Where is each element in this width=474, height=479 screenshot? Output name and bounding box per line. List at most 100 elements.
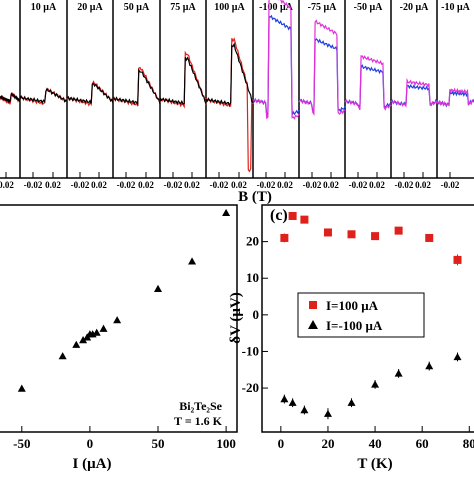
marker (154, 284, 162, 292)
x-tick-label: -0.02 (210, 180, 229, 190)
x-tick-label: -0.02 (164, 180, 183, 190)
x-tick-label: -0.02 (24, 180, 43, 190)
panel-label: 75 μA (170, 2, 196, 13)
x-tick-label: -0.02 (349, 180, 368, 190)
x-tick-label: 60 (416, 436, 429, 451)
x-tick-label: 20 (321, 436, 334, 451)
panel-label: -100 μA (259, 2, 293, 13)
marker (453, 352, 462, 361)
x-tick-label: 0.02 (323, 180, 339, 190)
y-tick-label: -10 (242, 343, 259, 358)
trace (159, 56, 207, 105)
panel-label: -75 μA (308, 2, 337, 13)
marker (188, 257, 197, 265)
x-tick-label: 0 (278, 436, 285, 451)
marker (394, 369, 403, 377)
marker (17, 384, 26, 392)
trace (205, 37, 254, 173)
panel-label: -10 μA (441, 2, 470, 13)
top-x-label: B (T) (238, 189, 272, 205)
marker (323, 409, 332, 417)
x-tick-label: 0.02 (138, 180, 154, 190)
trace (344, 55, 392, 111)
marker (92, 328, 101, 336)
marker (323, 228, 332, 237)
legend-marker (309, 301, 317, 309)
x-tick-label: -0.02 (117, 180, 136, 190)
marker (222, 208, 231, 217)
marker (58, 352, 67, 360)
legend-label: I=100 μA (326, 298, 379, 313)
x-tick-label: 0.02 (91, 180, 107, 190)
marker (425, 233, 434, 242)
y-tick-label: 0 (253, 307, 260, 322)
panel-label: -50 μA (354, 2, 383, 13)
x-tick-label: 0 (87, 436, 94, 451)
marker (300, 215, 309, 224)
trace (0, 92, 21, 104)
x-tick-label: 0.02 (45, 180, 61, 190)
trace (390, 77, 438, 108)
x-tick-label: 80 (463, 436, 474, 451)
trace (112, 66, 161, 107)
marker (113, 316, 122, 324)
right-frame (261, 204, 474, 433)
marker (300, 406, 309, 414)
marker (453, 255, 462, 264)
right-x-label: T (K) (357, 456, 392, 472)
marker (79, 336, 88, 344)
marker (394, 226, 403, 235)
x-tick-label: 50 (152, 436, 165, 451)
trace (252, 0, 300, 120)
annotation: Bi₂Te₂Se (179, 399, 222, 413)
panel-label: 10 μA (31, 2, 57, 13)
x-tick-label: 40 (369, 436, 382, 451)
x-tick-label: 0.02 (0, 180, 14, 190)
marker (371, 232, 380, 241)
legend-label: I=-100 μA (326, 318, 383, 333)
panel-label: 20 μA (77, 2, 103, 13)
trace (159, 50, 207, 109)
legend (297, 292, 425, 338)
x-tick-label: -0.02 (257, 180, 276, 190)
trace (436, 87, 474, 107)
panel-label: 100 μA (214, 2, 245, 13)
marker (347, 230, 356, 239)
x-tick-label: -0.02 (395, 180, 414, 190)
left-x-label: I (μA) (73, 456, 112, 472)
trace (112, 68, 161, 106)
x-tick-label: 0.02 (415, 180, 431, 190)
left-frame (0, 204, 238, 433)
x-tick-label: 0.02 (184, 180, 200, 190)
x-tick-label: -0.02 (441, 180, 460, 190)
marker (347, 398, 356, 406)
x-tick-label: 0.02 (369, 180, 385, 190)
annotation: T = 1.6 K (174, 414, 223, 428)
panel-label: -20 μA (400, 2, 429, 13)
right-y-label: δV (μV) (228, 292, 244, 343)
marker (280, 395, 289, 403)
marker (99, 324, 108, 332)
trace (19, 87, 68, 105)
x-tick-label: -0.02 (303, 180, 322, 190)
marker (288, 211, 297, 220)
marker (371, 380, 380, 388)
x-tick-label: -50 (13, 436, 30, 451)
panel-label: (c) (270, 207, 288, 224)
y-tick-label: -20 (242, 380, 259, 395)
trace (298, 19, 346, 116)
x-tick-label: 100 (216, 436, 236, 451)
marker (280, 233, 289, 242)
panel-label: 50 μA (124, 2, 150, 13)
marker (288, 398, 297, 406)
marker (72, 340, 81, 348)
x-tick-label: 0.02 (231, 180, 247, 190)
x-tick-label: -0.02 (71, 180, 90, 190)
y-tick-label: 20 (246, 234, 259, 249)
trace (66, 82, 114, 104)
y-tick-label: 10 (246, 270, 259, 285)
marker (425, 362, 434, 370)
legend-marker (308, 320, 318, 329)
trace (205, 42, 254, 107)
x-tick-label: 0.02 (277, 180, 293, 190)
